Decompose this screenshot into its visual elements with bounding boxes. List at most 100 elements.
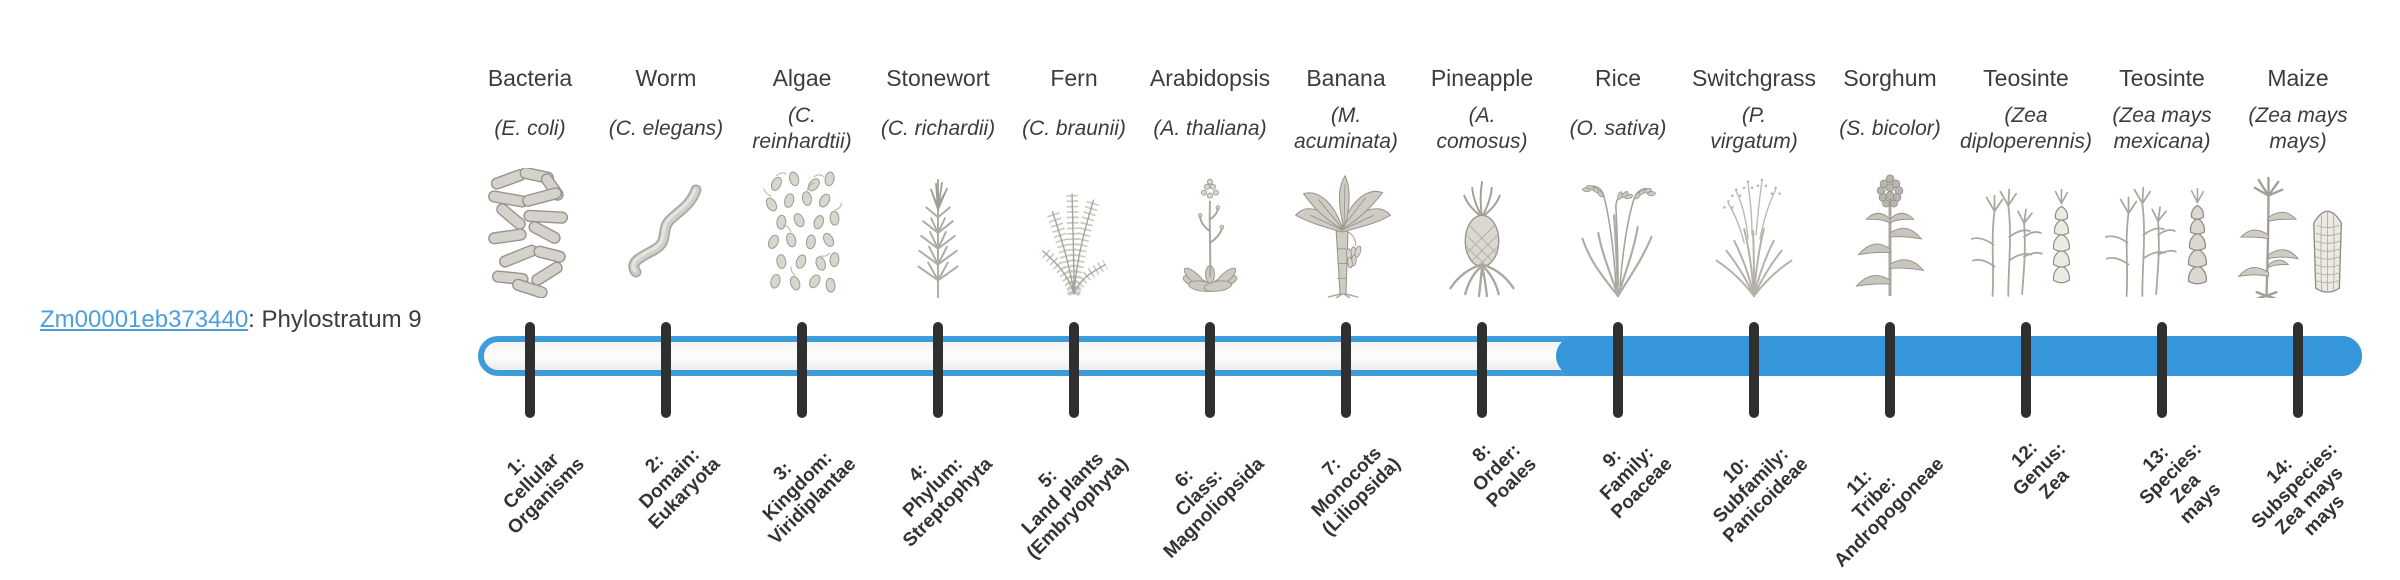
stratum-label-text: 14: Subspecies: Zea mays mays <box>2247 438 2350 541</box>
stratum-tick-13 <box>2157 322 2167 418</box>
stratum-tick-5 <box>1069 322 1079 418</box>
stratum-label-text: 10: Subfamily: Panicoideae <box>1709 443 1813 547</box>
species-common-name: Rice <box>1594 65 1641 91</box>
teosinte-mexicana-icon <box>2104 186 2208 297</box>
stratum-tick-14 <box>2293 322 2303 418</box>
species-icon-box <box>1820 164 1960 298</box>
species-column-sorghum: Sorghum (S. bicolor) <box>1820 62 1960 298</box>
phylostrata-bar-fill <box>1556 336 2362 376</box>
pineapple-icon <box>1449 180 1515 298</box>
maize-icon <box>2237 176 2343 298</box>
stratum-tick-10 <box>1749 322 1759 418</box>
stratum-label-text: 7: Monocots (Liliopsida) <box>1307 442 1405 541</box>
species-scientific-name: (Zea mays mays) <box>2248 104 2348 153</box>
species-column-bacteria: Bacteria (E. coli) <box>460 62 600 298</box>
stratum-label-text: 4: Phylum: Streptophyta <box>898 453 997 552</box>
species-common-name: Switchgrass <box>1692 65 1816 91</box>
species-scientific-name: (A. comosus) <box>1436 104 1528 153</box>
species-scientific-name: (P. virgatum) <box>1710 104 1798 153</box>
stratum-tick-7 <box>1341 322 1351 418</box>
species-column-fern: Fern (C. braunii) <box>1004 62 1144 298</box>
species-common-name: Sorghum <box>1843 65 1937 91</box>
stonewort-icon <box>917 178 959 298</box>
species-column-banana: Banana (M. acuminata) <box>1276 62 1416 298</box>
algae-icon <box>763 171 842 293</box>
arabidopsis-icon <box>1182 178 1238 292</box>
species-icon-box <box>2228 164 2368 298</box>
species-column-stonewort: Stonewort (C. richardii) <box>868 62 1008 298</box>
switchgrass-icon <box>1715 178 1793 298</box>
species-common-name: Teosinte <box>2119 65 2205 91</box>
stratum-label-text: 6: Class: Magnoliopsida <box>1159 453 1269 563</box>
stratum-label-text: 11: Tribe: Andropogoneae <box>1830 453 1949 572</box>
species-common-name: Worm <box>635 65 697 91</box>
gene-id-link[interactable]: Zm00001eb373440 <box>40 306 249 333</box>
species-scientific-name: (Zea mays mexicana) <box>2112 104 2212 153</box>
species-column-worm: Worm (C. elegans) <box>596 62 736 298</box>
species-common-name: Bacteria <box>487 65 573 91</box>
stratum-tick-12 <box>2021 322 2031 418</box>
species-column-arabidopsis: Arabidopsis (A. thaliana) <box>1140 62 1280 298</box>
stratum-tick-1 <box>525 322 535 418</box>
worm-icon <box>628 184 702 278</box>
species-column-switchgrass: Switchgrass (P. virgatum) <box>1684 62 1824 298</box>
species-common-name: Teosinte <box>1983 65 2069 91</box>
species-icon-box <box>1548 164 1688 298</box>
stratum-label-text: 9: Family: Poaceae <box>1596 442 1677 524</box>
species-icon-box <box>868 164 1008 298</box>
stratum-label-text: 5: Land plants (Embryophyta) <box>1017 448 1133 564</box>
species-column-rice: Rice (O. sativa) <box>1548 62 1688 298</box>
stratum-label-text: 13: Species: Zea mays <box>2135 438 2225 529</box>
species-scientific-name: (M. acuminata) <box>1294 104 1398 153</box>
banana-icon <box>1294 174 1392 298</box>
species-column-maize: Maize (Zea mays mays) <box>2228 62 2368 298</box>
species-scientific-name: (S. bicolor) <box>1839 117 1941 140</box>
sorghum-icon <box>1855 174 1925 297</box>
species-column-teosinte-diploperennis: Teosinte (Zea diploperennis) <box>1956 62 2096 298</box>
species-scientific-name: (C. elegans) <box>608 117 724 140</box>
species-icon-box <box>2092 164 2232 298</box>
teosinte-diploperennis-icon <box>1970 188 2071 297</box>
species-icon-box <box>1684 164 1824 298</box>
stratum-tick-8 <box>1477 322 1487 418</box>
stratum-label-text: 8: Order: Poales <box>1468 439 1541 512</box>
species-common-name: Maize <box>2267 65 2329 91</box>
species-scientific-name: (O. sativa) <box>1569 117 1667 140</box>
species-common-name: Stonewort <box>886 65 990 91</box>
gene-label: Zm00001eb373440: Phylostratum 9 <box>40 306 422 334</box>
stratum-tick-2 <box>661 322 671 418</box>
species-common-name: Pineapple <box>1430 65 1534 91</box>
species-scientific-name: (A. thaliana) <box>1153 117 1267 140</box>
species-scientific-name: (Zea diploperennis) <box>1960 104 2092 153</box>
stratum-tick-11 <box>1885 322 1895 418</box>
species-icon-box <box>1140 164 1280 298</box>
species-icon-box <box>460 164 600 298</box>
species-scientific-name: (C. reinhardtii) <box>752 104 852 153</box>
stratum-tick-6 <box>1205 322 1215 418</box>
species-common-name: Fern <box>1050 65 1098 91</box>
species-scientific-name: (C. braunii) <box>1022 117 1126 140</box>
species-scientific-name: (E. coli) <box>494 117 566 140</box>
species-icon-box <box>1956 164 2096 298</box>
stratum-label-text: 2: Domain: Eukaryota <box>635 444 725 534</box>
species-icon-box <box>596 164 736 298</box>
species-icon-box <box>732 164 872 298</box>
species-column-pineapple: Pineapple (A. comosus) <box>1412 62 1552 298</box>
fern-icon <box>1038 193 1109 297</box>
species-common-name: Banana <box>1306 65 1386 91</box>
stratum-label-text: 3: Kingdom: Viridiplantae <box>759 447 861 549</box>
species-icon-box <box>1276 164 1416 298</box>
stratum-label-text: 1: Cellular Organisms <box>499 449 589 539</box>
species-common-name: Arabidopsis <box>1149 65 1271 91</box>
gene-phylostratum-text: : Phylostratum 9 <box>248 306 422 333</box>
species-scientific-name: (C. richardii) <box>880 117 996 140</box>
stratum-tick-4 <box>933 322 943 418</box>
species-icon-box <box>1004 164 1144 298</box>
bacteria-icon <box>488 168 569 298</box>
rice-icon <box>1581 185 1656 298</box>
stratum-label-text: 12: Genus: Zea <box>2007 437 2073 504</box>
stratum-tick-9 <box>1613 322 1623 418</box>
species-column-teosinte-mexicana: Teosinte (Zea mays mexicana) <box>2092 62 2232 298</box>
species-icon-box <box>1412 164 1552 298</box>
